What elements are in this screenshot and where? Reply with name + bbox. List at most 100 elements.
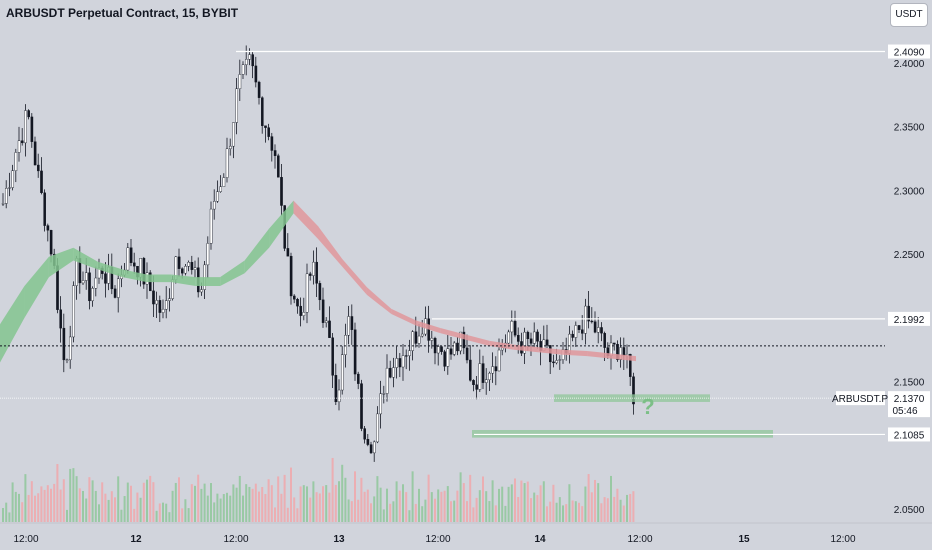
volume-bar: [402, 484, 404, 522]
volume-bar: [210, 483, 212, 522]
volume-bar: [213, 502, 216, 522]
ema-ribbon-segment: [48, 247, 74, 278]
price-tick: 2.0500: [894, 505, 925, 516]
ema-ribbon-segment: [195, 277, 221, 286]
volume-bar: [523, 483, 526, 522]
ema-ribbon-segment: [24, 256, 49, 318]
candle-body: [526, 331, 530, 340]
volume-bar: [24, 474, 27, 522]
volume-bar: [40, 486, 43, 522]
candle-body: [21, 140, 24, 144]
candle-body: [302, 312, 306, 316]
volume-bar: [338, 481, 340, 522]
volume-bar: [363, 491, 366, 522]
volume-bar: [222, 494, 225, 522]
volume-bar: [555, 502, 558, 522]
candle-body: [629, 353, 632, 377]
currency-button[interactable]: USDT: [890, 3, 928, 27]
candle-body: [14, 152, 18, 171]
volume-bar: [206, 495, 209, 522]
candle-body: [1, 203, 5, 205]
volume-bar: [114, 497, 116, 522]
candle-body: [459, 331, 463, 352]
volume-bar: [18, 493, 20, 522]
volume-bar: [306, 486, 308, 522]
volume-bar: [613, 496, 616, 522]
volume-bar: [181, 508, 184, 522]
candle-body: [334, 375, 338, 403]
candle-body: [56, 265, 59, 310]
volume-bar: [66, 509, 68, 522]
volume-bar: [526, 481, 529, 522]
candle-body: [193, 267, 197, 270]
candle-body: [552, 361, 555, 364]
candle-body: [536, 331, 539, 342]
countdown-label: 05:46: [892, 406, 917, 417]
candle-body: [328, 320, 331, 338]
candle-body: [385, 367, 389, 394]
volume-bar: [110, 491, 113, 522]
candle-body: [341, 354, 344, 391]
volume-bar: [434, 498, 436, 522]
candle-body: [235, 88, 239, 123]
volume-bar: [459, 472, 462, 522]
candle-body: [81, 280, 85, 284]
candle-body: [616, 343, 619, 360]
volume-bar: [594, 479, 596, 522]
candle-body: [155, 300, 159, 305]
volume-bar: [318, 493, 321, 522]
volume-bar: [414, 503, 417, 522]
volume-bar: [126, 482, 129, 522]
volume-bar: [94, 490, 97, 522]
candle-body: [261, 97, 264, 126]
volume-bar: [59, 489, 62, 522]
time-tick: 12:00: [425, 534, 450, 545]
candle-body: [392, 367, 395, 378]
candle-body: [43, 192, 46, 226]
level-label: 2.1085: [894, 430, 925, 441]
volume-bar: [254, 483, 257, 522]
candle-body: [475, 384, 479, 390]
price-axis-bg: [885, 0, 932, 550]
candle-body: [593, 321, 597, 333]
volume-bar: [75, 476, 78, 522]
candle-body: [62, 327, 66, 361]
candle-body: [440, 346, 443, 352]
volume-bar: [62, 479, 65, 522]
volume-bar: [258, 491, 260, 522]
candle-body: [382, 393, 386, 395]
volume-bar: [610, 475, 612, 522]
volume-bar: [14, 491, 17, 522]
ema-ribbon-segment: [366, 287, 392, 315]
volume-bar: [152, 482, 155, 522]
volume-bar: [533, 492, 536, 522]
candle-body: [152, 290, 155, 305]
candle-body: [277, 155, 280, 178]
volume-bar: [334, 484, 337, 522]
candle-body: [581, 329, 584, 334]
volume-bar: [427, 474, 430, 522]
volume-bar: [530, 498, 532, 522]
candle-body: [337, 389, 341, 403]
candle-body: [228, 145, 232, 150]
volume-bar: [277, 476, 280, 522]
candle-body: [373, 441, 376, 454]
volume-bar: [430, 492, 433, 522]
candle-body: [414, 331, 418, 344]
candle-body: [465, 347, 469, 361]
volume-bar: [261, 487, 264, 522]
volume-bar: [344, 477, 347, 522]
volume-bar: [296, 508, 299, 522]
volume-bar: [552, 484, 555, 522]
volume-bar: [299, 486, 302, 522]
volume-bar: [626, 494, 628, 522]
candle-body: [309, 273, 312, 276]
volume-bar: [571, 500, 574, 522]
ema-ribbon-segment: [587, 350, 612, 359]
chart-title: ARBUSDT Perpetual Contract, 15, BYBIT: [6, 6, 239, 20]
volume-bar: [424, 499, 427, 522]
time-tick: 15: [738, 534, 750, 545]
candle-body: [232, 122, 235, 147]
candle-body: [619, 347, 622, 360]
